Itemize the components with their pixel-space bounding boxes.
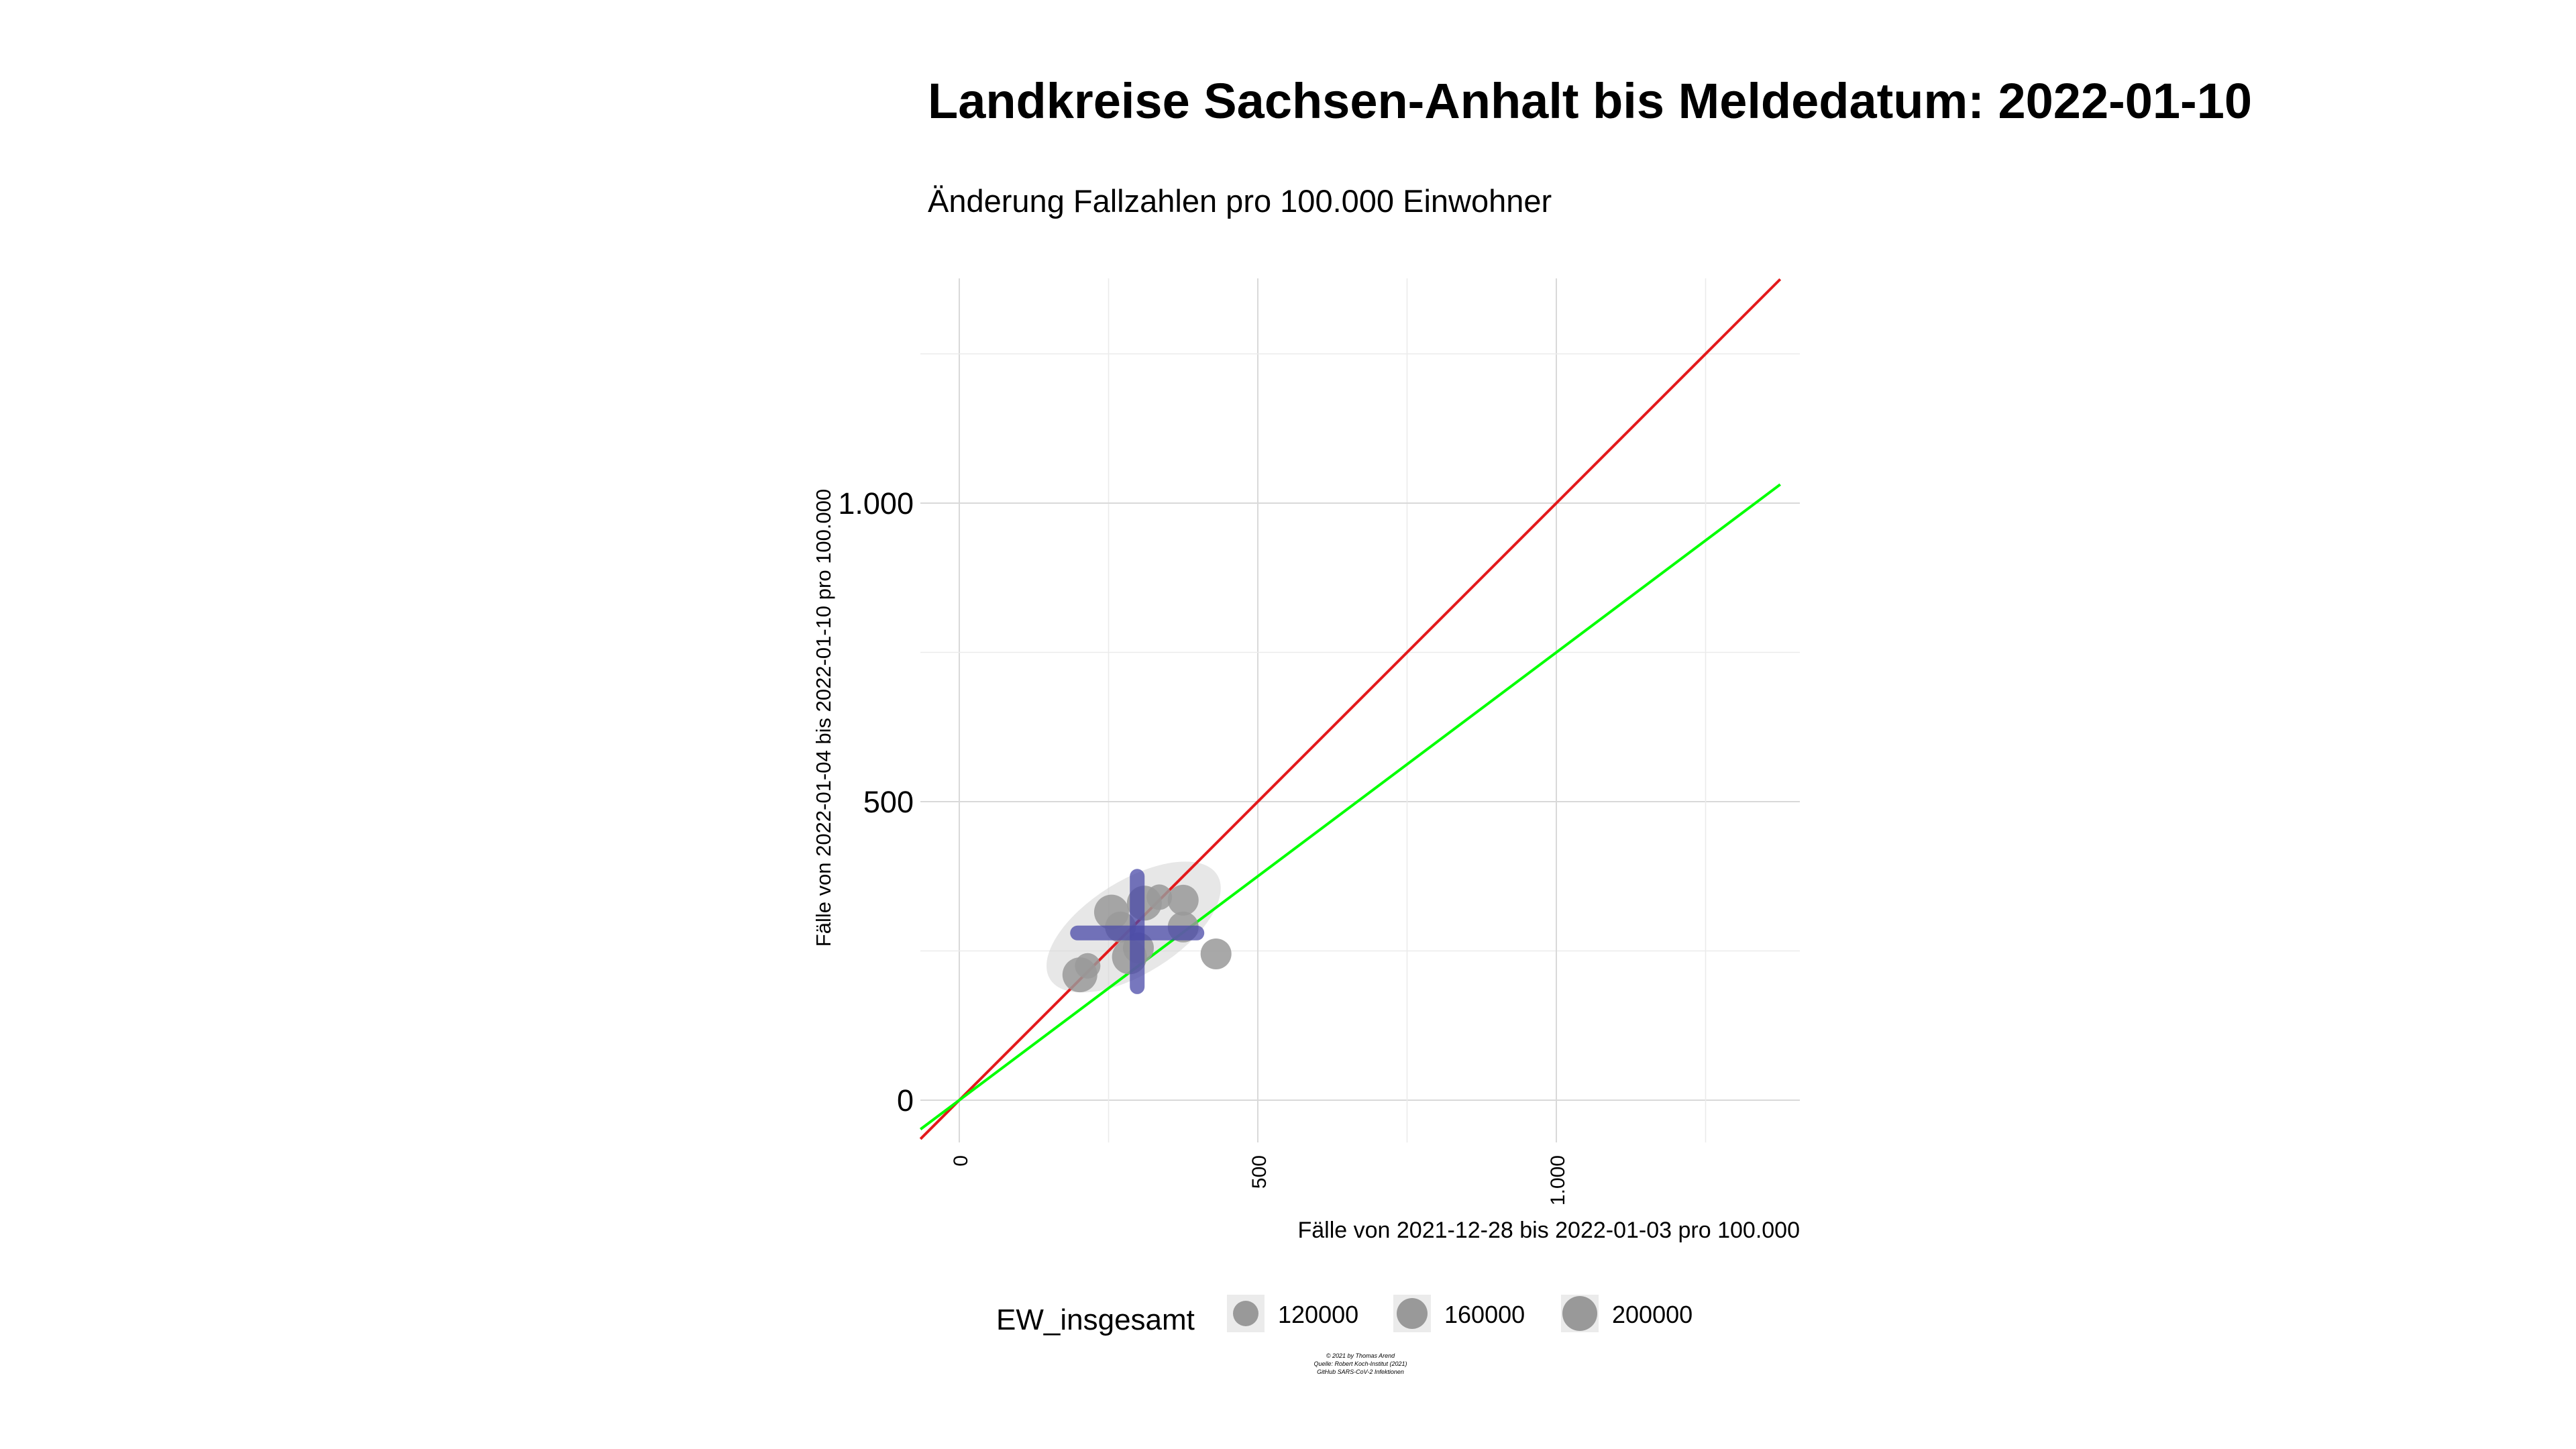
legend-key-point <box>1397 1298 1428 1329</box>
x-axis-label: Fälle von 2021-12-28 bis 2022-01-03 pro … <box>1297 1218 1800 1243</box>
legend: EW_insgesamt 120000 160000 200000 <box>996 1295 1693 1336</box>
x-tick-label: 0 <box>950 1155 972 1167</box>
legend-label: 120000 <box>1278 1301 1358 1328</box>
y-axis-label: Fälle von 2022-01-04 bis 2022-01-10 pro … <box>812 489 835 947</box>
data-point <box>1075 953 1101 979</box>
y-tick-label: 0 <box>897 1083 914 1118</box>
legend-key-point <box>1562 1296 1597 1331</box>
credit-copyright: © 2021 by Thomas Arend <box>1326 1352 1395 1359</box>
x-tick-label: 1.000 <box>1547 1155 1569 1205</box>
chart-title: Landkreise Sachsen-Anhalt bis Meldedatum… <box>928 73 2253 129</box>
mean-sd-cross <box>1070 869 1205 994</box>
legend-label: 160000 <box>1444 1301 1525 1328</box>
x-tick-label: 500 <box>1248 1155 1271 1189</box>
reference-lines <box>919 278 1782 1140</box>
y-tick-label: 1.000 <box>838 486 914 521</box>
credit-github: GitHub SARS-CoV-2 Infektionen <box>1317 1368 1404 1375</box>
legend-key-point <box>1233 1301 1258 1326</box>
chart-subtitle: Änderung Fallzahlen pro 100.000 Einwohne… <box>928 183 1552 219</box>
axis-tick-labels: 0 500 1.000 0 500 1.000 <box>838 486 1569 1205</box>
legend-label: 200000 <box>1612 1301 1693 1328</box>
reference-line-slope-1 <box>919 278 1782 1140</box>
y-tick-label: 500 <box>863 785 914 819</box>
data-point <box>1200 938 1232 969</box>
legend-title: EW_insgesamt <box>996 1303 1195 1336</box>
grid-lines <box>920 278 1800 1142</box>
reference-line-slope-0.75 <box>919 483 1781 1130</box>
data-point <box>1146 884 1173 910</box>
data-point <box>1167 884 1199 916</box>
credit-source: Quelle: Robert Koch-Institut (2021) <box>1313 1360 1407 1367</box>
